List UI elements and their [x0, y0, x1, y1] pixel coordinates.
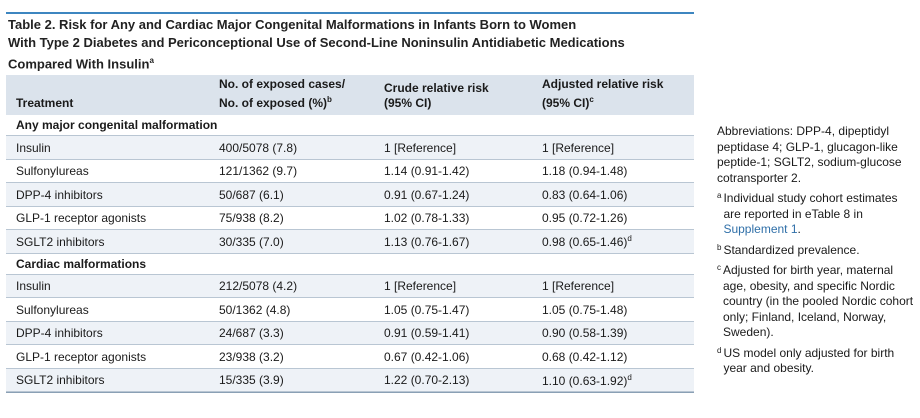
cell-crude: 0.91 (0.67-1.24) [384, 187, 470, 202]
cell-adjusted: 1.10 (0.63-1.92)d [542, 372, 632, 388]
footnote-text: Individual study cohort estimates are re… [723, 191, 898, 221]
cell-treatment: SGLT2 inhibitors [16, 373, 105, 388]
header-treatment: Treatment [16, 96, 74, 111]
cell-crude: 1.02 (0.78-1.33) [384, 211, 470, 226]
footnote-text: Adjusted for birth year, maternal age, o… [723, 263, 914, 339]
cell-treatment: GLP-1 receptor agonists [16, 211, 147, 226]
cell-adjusted: 0.95 (0.72-1.26) [542, 211, 628, 226]
table-row: Sulfonylureas 121/1362 (9.7) 1.14 (0.91-1.… [6, 160, 694, 184]
cell-crude: 1.14 (0.91-1.42) [384, 164, 470, 179]
footnote-d: d US model only adjusted for birth year a… [717, 346, 917, 377]
cell-crude: 1 [Reference] [384, 279, 457, 294]
cell-adjusted: 1.18 (0.94-1.48) [542, 164, 628, 179]
cell-exposed: 212/5078 (4.2) [219, 279, 298, 294]
title-line-1: Table 2. Risk for Any and Cardiac Major … [8, 17, 577, 32]
cell-treatment: Sulfonylureas [16, 164, 89, 179]
cell-treatment: DPP-4 inhibitors [16, 326, 103, 341]
header-exposed: No. of exposed cases/No. of exposed (%)b [219, 77, 346, 111]
footnote-mark: b [717, 242, 722, 252]
title-line-2: With Type 2 Diabetes and Periconceptiona… [8, 35, 625, 50]
cell-crude: 1.13 (0.76-1.67) [384, 234, 470, 249]
footnote-marker: d [627, 234, 632, 244]
table-row: SGLT2 inhibitors 30/335 (7.0) 1.13 (0.76-1… [6, 230, 694, 254]
cell-treatment: GLP-1 receptor agonists [16, 349, 147, 364]
header-crude: Crude relative risk (95% CI) [384, 81, 489, 111]
supplement-link[interactable]: Supplement 1 [723, 222, 798, 236]
table-row: Insulin 212/5078 (4.2) 1 [Reference] 1 [Ref… [6, 274, 694, 299]
footnote-text-end: . [797, 222, 801, 236]
table-row: GLP-1 receptor agonists 75/938 (8.2) 1.02 … [6, 207, 694, 231]
cell-exposed: 75/938 (8.2) [219, 211, 284, 226]
table-row: Insulin 400/5078 (7.8) 1 [Reference] 1 [Ref… [6, 136, 694, 160]
cell-exposed: 50/1362 (4.8) [219, 302, 291, 317]
cell-exposed: 23/938 (3.2) [219, 349, 284, 364]
cell-exposed: 50/687 (6.1) [219, 187, 284, 202]
section-heading: Cardiac malformations [6, 253, 694, 275]
cell-exposed: 121/1362 (9.7) [219, 164, 298, 179]
cell-treatment: Sulfonylureas [16, 302, 89, 317]
cell-exposed: 400/5078 (7.8) [219, 140, 298, 155]
cell-treatment: Insulin [16, 140, 51, 155]
table-row: DPP-4 inhibitors 24/687 (3.3) 0.91 (0.59-1… [6, 321, 694, 346]
table-row: GLP-1 receptor agonists 23/938 (3.2) 0.67 … [6, 345, 694, 369]
table-notes: Abbreviations: DPP-4, dipeptidyl peptida… [717, 124, 917, 382]
footnote-b: b Standardized prevalence. [717, 243, 917, 259]
cell-adjusted: 0.83 (0.64-1.06) [542, 187, 628, 202]
table-body: Any major congenital malformation Insulin… [6, 115, 694, 393]
cell-adjusted: 1.05 (0.75-1.48) [542, 302, 628, 317]
cell-adjusted: 1 [Reference] [542, 140, 615, 155]
footnote-mark: d [717, 345, 722, 355]
cell-adjusted: 0.98 (0.65-1.46)d [542, 234, 632, 250]
table-row: SGLT2 inhibitors 15/335 (3.9) 1.22 (0.70-2… [6, 368, 694, 393]
title-line-3: Compared With Insulina [8, 56, 154, 72]
footnote-marker: d [627, 372, 632, 382]
footnote-text: US model only adjusted for birth year an… [723, 345, 895, 376]
table-block: Table 2. Risk for Any and Cardiac Major … [6, 12, 694, 394]
footnotes: a Individual study cohort estimates are r… [717, 191, 917, 377]
table-row: Sulfonylureas 50/1362 (4.8) 1.05 (0.75-1.4… [6, 298, 694, 322]
cell-crude: 1.05 (0.75-1.47) [384, 302, 470, 317]
table-row: DPP-4 inhibitors 50/687 (6.1) 0.91 (0.67-1… [6, 183, 694, 207]
cell-crude: 0.91 (0.59-1.41) [384, 326, 470, 341]
footnote-mark: c [717, 263, 721, 272]
cell-exposed: 30/335 (7.0) [219, 234, 284, 249]
footnote-a: a Individual study cohort estimates are r… [717, 191, 917, 238]
cell-exposed: 24/687 (3.3) [219, 326, 284, 341]
table-title: Table 2. Risk for Any and Cardiac Major … [6, 14, 694, 73]
cell-adjusted: 0.90 (0.58-1.39) [542, 326, 628, 341]
header-adjusted: Adjusted relative risk (95% CI)c [542, 77, 664, 111]
data-table: Treatment No. of exposed cases/No. of ex… [6, 75, 694, 394]
cell-treatment: SGLT2 inhibitors [16, 234, 105, 249]
cell-treatment: Insulin [16, 279, 51, 294]
cell-exposed: 15/335 (3.9) [219, 373, 284, 388]
cell-crude: 0.67 (0.42-1.06) [384, 349, 470, 364]
footnote-c: c Adjusted for birth year, maternal age, … [717, 263, 917, 341]
cell-crude: 1 [Reference] [384, 140, 457, 155]
cell-adjusted: 1 [Reference] [542, 279, 615, 294]
cell-adjusted: 0.68 (0.42-1.12) [542, 349, 628, 364]
cell-treatment: DPP-4 inhibitors [16, 187, 103, 202]
cell-crude: 1.22 (0.70-2.13) [384, 373, 470, 388]
abbreviations-note: Abbreviations: DPP-4, dipeptidyl peptida… [717, 124, 902, 185]
bottom-rule [6, 392, 694, 394]
section-heading: Any major congenital malformation [6, 115, 694, 137]
footnote-mark: a [717, 191, 722, 200]
table-header: Treatment No. of exposed cases/No. of ex… [6, 75, 694, 116]
footnote-text: Standardized prevalence. [723, 242, 860, 257]
top-rule [6, 12, 694, 14]
